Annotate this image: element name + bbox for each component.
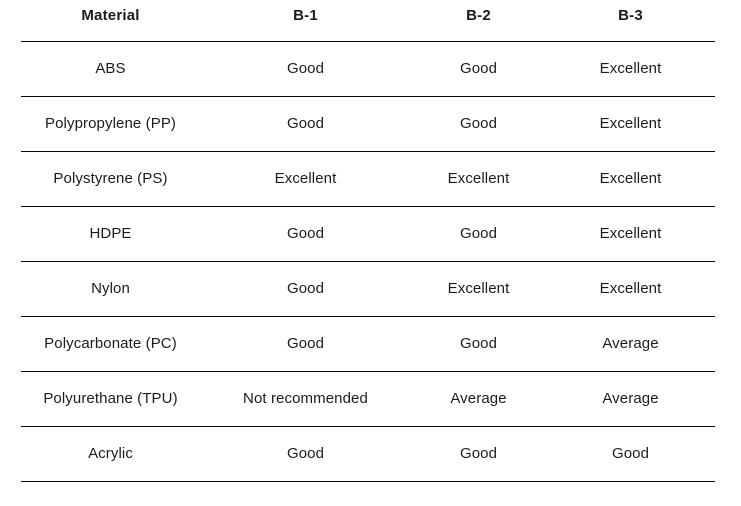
rating-cell-b1: Excellent — [200, 151, 411, 207]
rating-cell-b3: Excellent — [546, 41, 715, 97]
rating-cell-b3: Excellent — [546, 261, 715, 317]
rating-cell-b1: Good — [200, 206, 411, 262]
rating-cell-b3: Average — [546, 316, 715, 372]
rating-cell-b3: Excellent — [546, 96, 715, 152]
rating-cell-b3: Excellent — [546, 206, 715, 262]
table-row: ABS Good Good Excellent — [21, 41, 715, 97]
table-row: Polyurethane (TPU) Not recommended Avera… — [21, 371, 715, 427]
material-name-cell: Acrylic — [21, 426, 200, 482]
table-row: Nylon Good Excellent Excellent — [21, 261, 715, 317]
rating-cell-b3: Excellent — [546, 151, 715, 207]
column-header-b3: B-3 — [546, 0, 715, 42]
material-name-cell: HDPE — [21, 206, 200, 262]
column-header-material: Material — [21, 0, 200, 42]
rating-cell-b2: Good — [411, 426, 546, 482]
rating-cell-b1: Good — [200, 261, 411, 317]
rating-cell-b2: Good — [411, 96, 546, 152]
rating-cell-b2: Excellent — [411, 261, 546, 317]
rating-cell-b1: Not recommended — [200, 371, 411, 427]
column-header-b1: B-1 — [200, 0, 411, 42]
rating-cell-b3: Average — [546, 371, 715, 427]
rating-cell-b2: Good — [411, 206, 546, 262]
material-name-cell: Nylon — [21, 261, 200, 317]
material-name-cell: ABS — [21, 41, 200, 97]
material-name-cell: Polypropylene (PP) — [21, 96, 200, 152]
materials-compatibility-table: Material B-1 B-2 B-3 ABS Good Good Excel… — [21, 0, 715, 482]
rating-cell-b2: Good — [411, 316, 546, 372]
rating-cell-b1: Good — [200, 96, 411, 152]
table-row: HDPE Good Good Excellent — [21, 206, 715, 262]
rating-cell-b3: Good — [546, 426, 715, 482]
rating-cell-b2: Good — [411, 41, 546, 97]
rating-cell-b2: Average — [411, 371, 546, 427]
column-header-b2: B-2 — [411, 0, 546, 42]
rating-cell-b2: Excellent — [411, 151, 546, 207]
table-row: Acrylic Good Good Good — [21, 426, 715, 482]
material-name-cell: Polystyrene (PS) — [21, 151, 200, 207]
rating-cell-b1: Good — [200, 426, 411, 482]
material-name-cell: Polycarbonate (PC) — [21, 316, 200, 372]
table-row: Polycarbonate (PC) Good Good Average — [21, 316, 715, 372]
rating-cell-b1: Good — [200, 316, 411, 372]
table-header-row: Material B-1 B-2 B-3 — [21, 0, 715, 42]
material-name-cell: Polyurethane (TPU) — [21, 371, 200, 427]
table-row: Polypropylene (PP) Good Good Excellent — [21, 96, 715, 152]
table-row: Polystyrene (PS) Excellent Excellent Exc… — [21, 151, 715, 207]
rating-cell-b1: Good — [200, 41, 411, 97]
